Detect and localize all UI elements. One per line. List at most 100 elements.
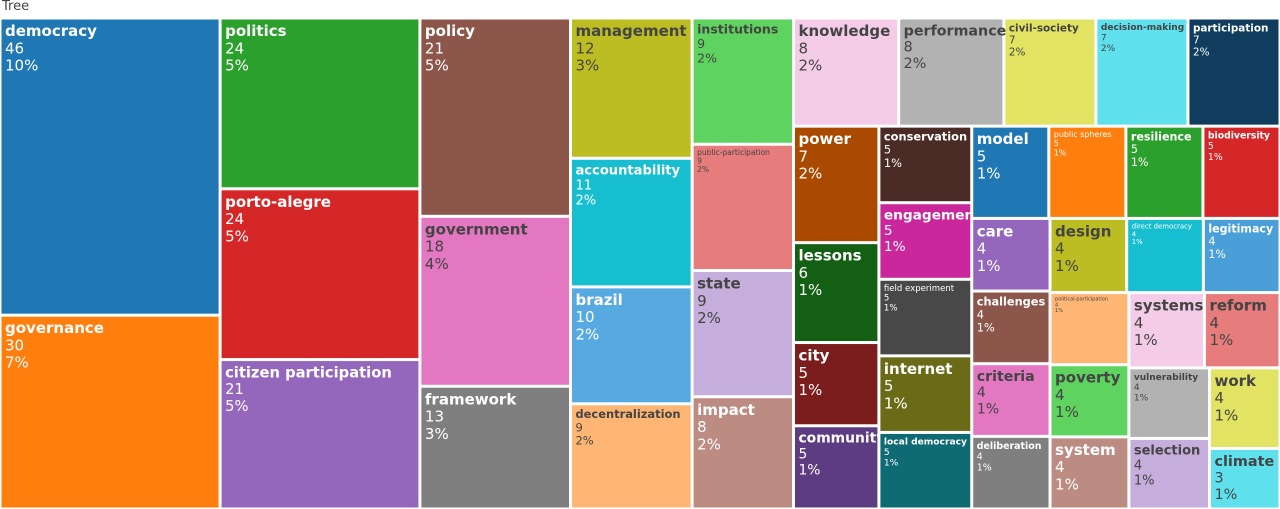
- tile: [1128, 219, 1202, 292]
- tile: [421, 387, 569, 508]
- tile-percent: 2%: [697, 309, 721, 327]
- tile-percent: 2%: [1101, 44, 1116, 54]
- tile-value: 5: [884, 223, 893, 239]
- tile-percent: 1%: [798, 463, 820, 479]
- tile-label: selection: [1134, 443, 1200, 458]
- tile: [1127, 127, 1202, 217]
- tile-value: 3: [1214, 470, 1223, 486]
- tile: [1005, 19, 1095, 125]
- tile: [221, 190, 419, 359]
- tile-percent: 2%: [575, 434, 593, 448]
- tile: [973, 437, 1049, 508]
- tile-percent: 1%: [977, 401, 999, 417]
- tile-label: reform: [1209, 297, 1266, 315]
- tile-percent: 2%: [798, 165, 822, 183]
- tile-value: 9: [697, 156, 702, 165]
- tile-label: civil-society: [1009, 22, 1079, 34]
- tile-percent: 2%: [697, 50, 717, 65]
- tile-value: 5: [1054, 139, 1059, 148]
- tile-label: framework: [425, 390, 517, 408]
- tile-label: design: [1055, 222, 1111, 240]
- tile-percent: 5%: [225, 57, 249, 75]
- tile: [973, 127, 1048, 217]
- tile-percent: 1%: [884, 304, 898, 314]
- tile-percent: 1%: [1208, 248, 1226, 261]
- tile-value: 4: [1209, 314, 1219, 332]
- tile-label: deliberation: [977, 441, 1042, 452]
- tile: [221, 19, 419, 188]
- tile-label: government: [425, 220, 528, 238]
- tile-value: 5: [884, 448, 890, 458]
- tile-label: challenges: [977, 294, 1046, 308]
- tile-percent: 1%: [884, 459, 899, 469]
- tile-percent: 1%: [1055, 403, 1079, 421]
- tile: [973, 292, 1049, 363]
- tile-label: porto-alegre: [225, 193, 331, 211]
- tile-value: 5: [977, 147, 987, 165]
- tile-label: biodiversity: [1208, 130, 1270, 141]
- tile-percent: 1%: [977, 463, 992, 474]
- tile: [693, 19, 792, 143]
- tile-label: engagement: [884, 207, 981, 223]
- tile-label: internet: [884, 360, 953, 378]
- tile: [1130, 439, 1208, 508]
- tile: [571, 159, 691, 286]
- tile-value: 4: [977, 385, 986, 401]
- tile-value: 7: [798, 147, 808, 165]
- tile-value: 4: [1134, 458, 1142, 473]
- tile: [1210, 369, 1279, 448]
- tile-label: power: [798, 130, 851, 148]
- tile-percent: 1%: [1131, 156, 1149, 169]
- tile-value: 4: [1208, 235, 1215, 248]
- tile-percent: 1%: [977, 257, 1001, 275]
- tile-value: 9: [697, 36, 705, 51]
- tile-label: governance: [5, 319, 104, 337]
- tile-percent: 2%: [575, 193, 596, 208]
- tile-value: 4: [1055, 458, 1065, 476]
- tile: [571, 288, 691, 403]
- tile-value: 5: [798, 364, 808, 382]
- tile-label: model: [977, 130, 1029, 148]
- tile: [571, 19, 691, 157]
- tile-percent: 1%: [1132, 238, 1143, 246]
- tile-percent: 1%: [977, 320, 995, 334]
- tile-value: 24: [225, 39, 244, 57]
- tile-value: 4: [977, 452, 983, 463]
- tile-label: impact: [697, 401, 755, 419]
- tile-value: 5: [1208, 141, 1214, 152]
- tile-percent: 1%: [1134, 394, 1149, 404]
- tile: [794, 427, 878, 508]
- tile-percent: 1%: [1055, 308, 1063, 314]
- tile: [1051, 294, 1128, 364]
- tile: [794, 244, 878, 342]
- tile: [1, 316, 219, 508]
- tile-percent: 7%: [5, 354, 29, 372]
- chart-title: Tree: [1, 0, 29, 14]
- tile: [1050, 127, 1125, 217]
- tile-percent: 3%: [425, 425, 449, 443]
- tile-percent: 1%: [1054, 148, 1067, 157]
- tile-value: 4: [1132, 230, 1136, 238]
- tile-value: 7: [1009, 34, 1016, 46]
- tile-label: democracy: [5, 22, 97, 40]
- tile: [1204, 127, 1279, 217]
- tile: [1205, 294, 1279, 367]
- tile-label: citizen participation: [225, 364, 392, 381]
- tile-percent: 1%: [1214, 406, 1238, 424]
- tile-label: public-participation: [697, 148, 770, 157]
- tile-value: 12: [575, 39, 594, 57]
- tile-label: performance: [904, 23, 1007, 39]
- tile-percent: 1%: [977, 165, 1001, 183]
- tile-percent: 1%: [1055, 475, 1079, 493]
- tile-percent: 1%: [1134, 331, 1158, 349]
- tile-label: legitimacy: [1208, 222, 1274, 235]
- tile-label: participation: [1193, 22, 1268, 34]
- tile-label: field experiment: [884, 284, 955, 294]
- tile-label: community: [798, 431, 885, 447]
- tile-percent: 1%: [1214, 487, 1237, 503]
- tile: [880, 280, 971, 355]
- tile-value: 8: [697, 418, 707, 436]
- tile-value: 9: [697, 292, 707, 310]
